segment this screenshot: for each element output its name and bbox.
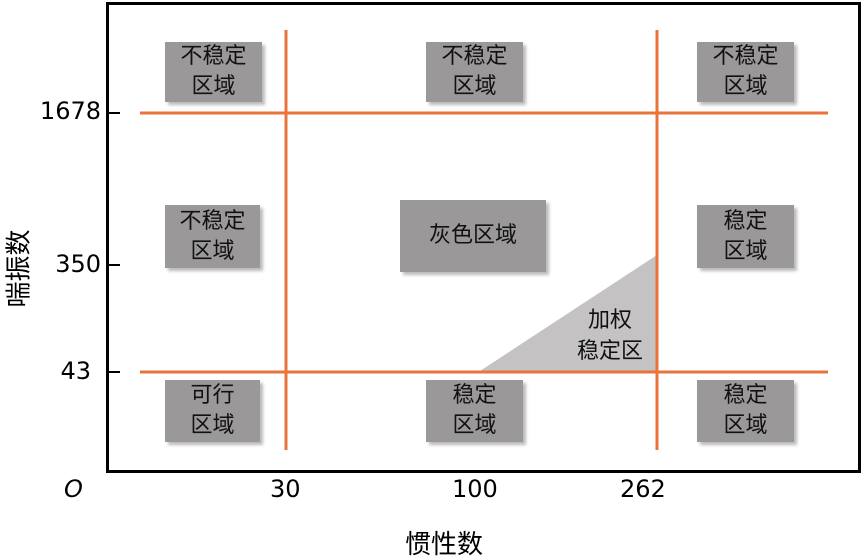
region-label: 不稳定 — [441, 44, 508, 69]
region-label: 区域 — [452, 74, 497, 99]
region-label: 区域 — [191, 74, 236, 99]
region-top-mid: 不稳定 区域 — [426, 42, 523, 102]
y-tick-mark — [106, 264, 120, 266]
origin-label: O — [64, 475, 83, 503]
x-axis-title: 惯性数 — [405, 530, 484, 557]
region-bottom-left: 可行 区域 — [165, 380, 260, 442]
region-label: 不稳定 — [712, 44, 779, 69]
region-label: 不稳定 — [179, 208, 246, 234]
region-label: 区域 — [723, 238, 768, 264]
x-tick-262: 262 — [620, 475, 666, 503]
region-label: 可行 — [190, 383, 235, 408]
region-top-right: 不稳定 区域 — [697, 42, 794, 102]
region-mid-right: 稳定 区域 — [697, 205, 794, 268]
region-label: 稳定 — [723, 383, 768, 408]
y-tick-43: 43 — [60, 357, 91, 385]
y-tick-mark — [106, 371, 120, 373]
region-label: 区域 — [723, 413, 768, 438]
weighted-stable-area — [480, 255, 657, 371]
region-label: 区域 — [190, 238, 235, 264]
region-top-left: 不稳定 区域 — [165, 42, 262, 102]
region-label: 加权 — [587, 308, 632, 333]
region-bottom-right: 稳定 区域 — [697, 380, 794, 442]
x-tick-30: 30 — [270, 475, 301, 503]
x-tick-100: 100 — [452, 475, 498, 503]
region-label: 稳定 — [452, 383, 497, 408]
y-tick-1678: 1678 — [39, 97, 101, 125]
region-label: 不稳定 — [180, 44, 247, 69]
plot-frame — [106, 2, 861, 473]
y-tick-mark — [106, 112, 120, 114]
region-label: 灰色区域 — [428, 223, 517, 248]
region-label: 区域 — [723, 74, 768, 99]
region-label: 稳定 — [723, 208, 768, 234]
weighted-stable-label: 加权 稳定区 — [560, 305, 660, 367]
region-mid-left: 不稳定 区域 — [165, 205, 260, 268]
y-axis-title: 喘振数 — [4, 229, 35, 308]
y-tick-350: 350 — [55, 250, 101, 278]
region-label: 区域 — [190, 413, 235, 438]
region-gray-zone: 灰色区域 — [400, 200, 546, 272]
region-label: 稳定区 — [576, 339, 643, 364]
region-bottom-mid: 稳定 区域 — [426, 380, 523, 442]
region-label: 区域 — [452, 413, 497, 438]
